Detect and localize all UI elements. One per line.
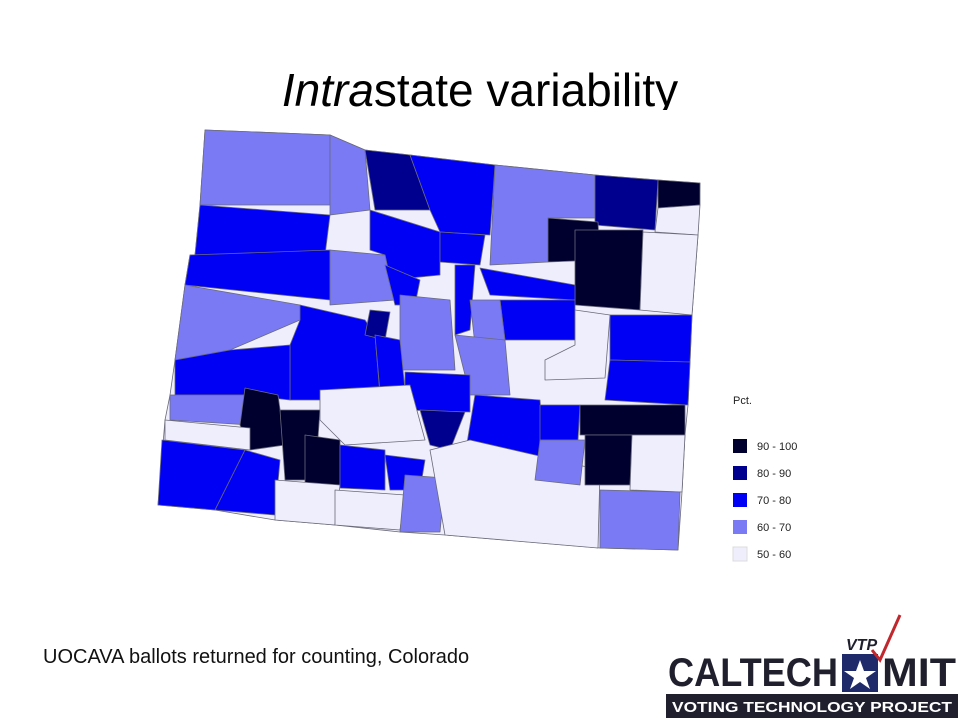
county <box>329 134 371 216</box>
county <box>274 479 341 526</box>
county <box>654 204 701 236</box>
county <box>604 359 691 406</box>
county <box>599 489 681 551</box>
logo-tagline: VOTING TECHNOLOGY PROJECT <box>672 699 952 716</box>
county <box>544 309 611 381</box>
county <box>399 474 446 533</box>
county <box>534 439 586 486</box>
legend-label: 70 - 80 <box>757 495 791 507</box>
county <box>164 419 251 451</box>
county <box>239 387 286 451</box>
logo: CALTECH VTP MIT VOTING TECHNOLOGY PROJEC… <box>666 614 958 718</box>
county <box>374 334 406 393</box>
logo-badge-text: VTP <box>846 637 877 654</box>
slide-title: Intrastate variability <box>282 64 678 116</box>
logo-star <box>844 660 876 689</box>
title-rest: state variability <box>374 64 678 116</box>
county <box>657 179 701 209</box>
county <box>574 229 644 311</box>
legend: Pct. 90 - 100 80 - 90 70 - 80 60 - 70 50… <box>732 395 797 562</box>
legend-label: 80 - 90 <box>757 468 791 480</box>
legend-label: 50 - 60 <box>757 549 791 561</box>
map-mask <box>180 110 740 130</box>
legend-title: Pct. <box>733 395 752 407</box>
colorado-map <box>157 129 701 551</box>
county <box>499 299 576 341</box>
county <box>454 264 476 336</box>
county <box>584 434 633 486</box>
county <box>304 434 341 486</box>
county <box>629 434 686 493</box>
county <box>399 294 456 371</box>
county <box>594 174 659 231</box>
county <box>439 231 486 266</box>
legend-swatch <box>733 520 747 534</box>
county <box>334 489 406 531</box>
legend-swatch <box>733 466 747 480</box>
county <box>639 231 699 316</box>
legend-swatch <box>733 439 747 453</box>
legend-label: 60 - 70 <box>757 522 791 534</box>
county <box>579 404 686 436</box>
county <box>539 404 581 441</box>
logo-check <box>870 614 902 663</box>
legend-swatch <box>733 493 747 507</box>
county <box>329 249 396 306</box>
county <box>319 384 426 446</box>
legend-label: 90 - 100 <box>757 441 797 453</box>
county <box>609 314 693 363</box>
county <box>174 284 301 361</box>
logo-bar <box>666 694 958 718</box>
county <box>169 394 251 426</box>
logo-left: CALTECH <box>668 651 838 695</box>
county <box>199 129 331 206</box>
legend-swatch <box>732 546 748 562</box>
county <box>339 444 386 491</box>
caption: UOCAVA ballots returned for counting, Co… <box>43 646 469 668</box>
title-italic: Intra <box>282 64 374 116</box>
logo-right: MIT <box>882 651 956 695</box>
